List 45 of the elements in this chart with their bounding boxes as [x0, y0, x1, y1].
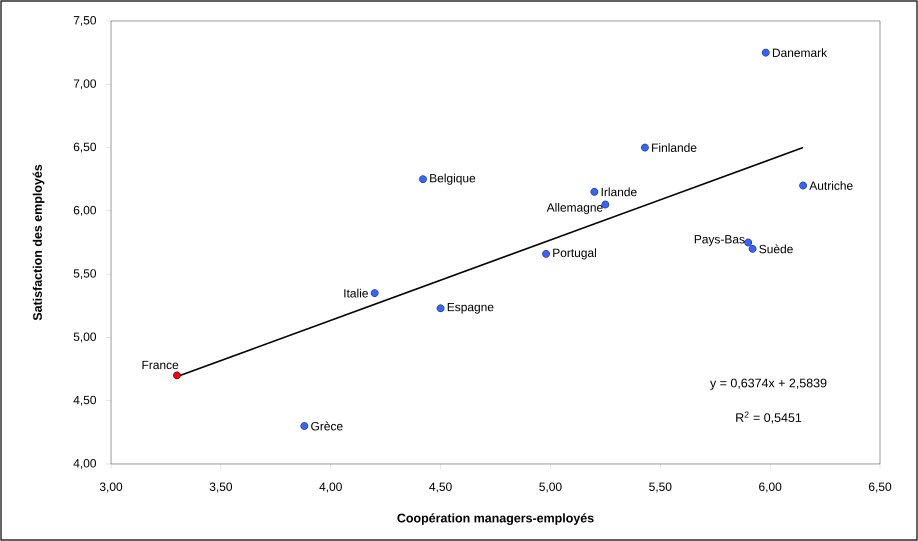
annotation: France — [142, 360, 178, 370]
annotation: Allemagne — [546, 202, 603, 214]
y-axis-title: Satisfaction des employés — [32, 164, 44, 320]
annotation: Belgique — [430, 174, 476, 185]
y-tick-label: 6,00 — [74, 206, 96, 216]
y-tick-label: 6,50 — [74, 142, 96, 152]
y-tick-label: 5,00 — [74, 332, 96, 342]
point — [744, 238, 752, 246]
x-tick-label: 3,00 — [100, 482, 122, 492]
annotation: Irlande — [602, 187, 637, 196]
annotation: Suède — [759, 244, 793, 254]
point — [641, 144, 649, 152]
point — [799, 182, 807, 190]
x-tick-label: 6,50 — [868, 482, 892, 492]
x-tick-label: 4,00 — [319, 482, 342, 492]
y-tick-label: 5,50 — [74, 269, 96, 280]
annotation: y = 0,6374x + 2,5839 — [710, 378, 826, 390]
point — [419, 175, 427, 184]
point — [300, 422, 308, 430]
annotation: Italie — [344, 288, 368, 298]
point — [173, 372, 181, 380]
x-tick-label: 5,50 — [649, 482, 672, 492]
point — [436, 304, 444, 312]
x-tick-label: 4,50 — [429, 482, 452, 492]
y-tick-label: 4,50 — [74, 396, 96, 406]
annotation: Danemark — [772, 48, 828, 58]
annotation: Grèce — [311, 422, 343, 430]
x-tick-label: 6,00 — [759, 482, 782, 492]
point — [542, 250, 550, 258]
point — [748, 244, 756, 253]
x-tick-label: 3,50 — [210, 482, 232, 492]
point — [370, 289, 379, 297]
annotation: Finlande — [652, 143, 696, 152]
annotation: Portugal — [553, 248, 596, 260]
annotation: R$^{2}$ = 0,5451 — [736, 411, 802, 424]
annotation: Pays-Bas — [694, 235, 745, 246]
point — [762, 48, 770, 56]
annotation: Espagne — [448, 302, 494, 314]
y-tick-label: 4,00 — [74, 459, 96, 469]
y-tick-label: 7,00 — [74, 79, 96, 90]
x-tick-label: 5,00 — [539, 482, 562, 492]
y-tick-label: 7,50 — [74, 16, 96, 26]
x-axis-title: Coopération managers-employés — [397, 513, 594, 525]
annotation: Autriche — [809, 181, 853, 190]
point — [590, 188, 598, 196]
